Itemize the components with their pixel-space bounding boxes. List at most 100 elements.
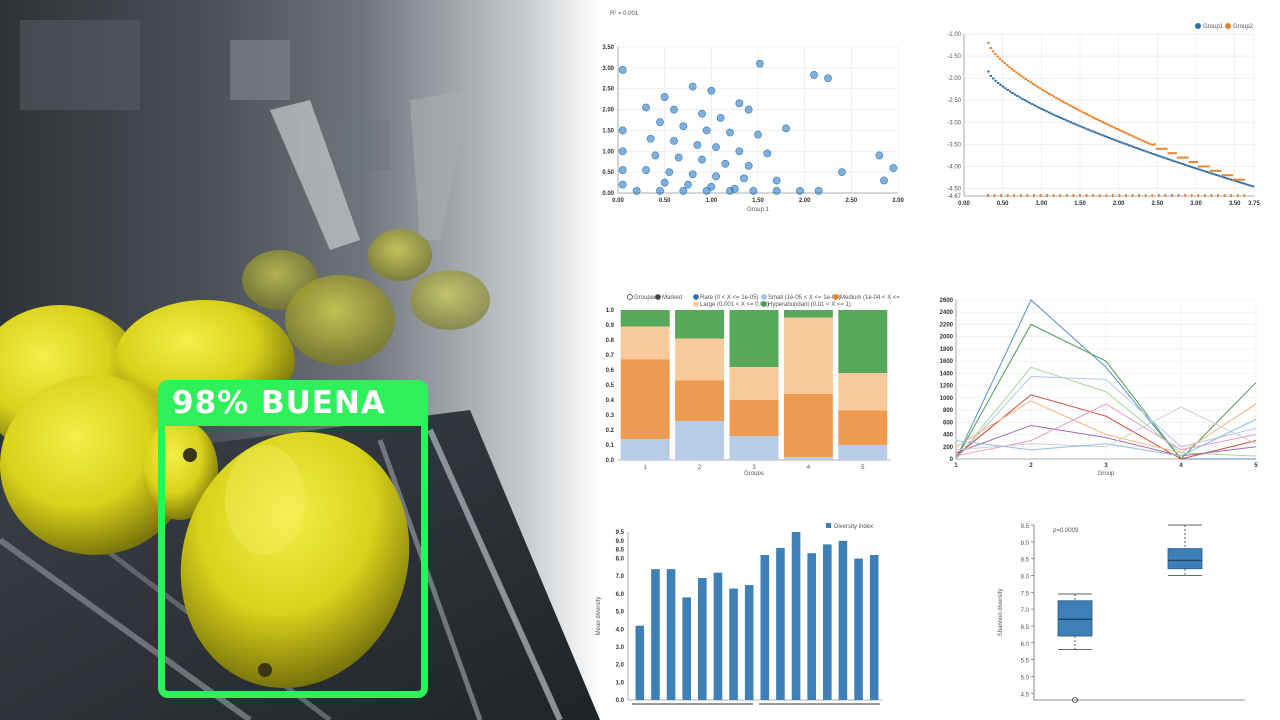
data-point [618, 166, 627, 174]
data-point [1159, 155, 1162, 158]
data-point [1205, 170, 1208, 173]
x-tick-label: 5 [1254, 463, 1258, 469]
data-point [1200, 169, 1204, 172]
data-point [1139, 138, 1142, 141]
series-line [955, 299, 1256, 460]
data-point [1195, 167, 1199, 170]
baseline-point [1039, 194, 1042, 197]
x-tick-label: 2.00 [1113, 201, 1125, 207]
data-point [1208, 171, 1211, 174]
data-point [1224, 177, 1228, 180]
data-point [1200, 165, 1203, 168]
data-point [1030, 103, 1034, 106]
data-point [618, 126, 627, 135]
data-point [1023, 99, 1026, 102]
data-point [1160, 147, 1163, 150]
series-line [955, 366, 1257, 460]
data-point [987, 41, 990, 44]
data-point [1127, 133, 1131, 136]
y-tick-label: 0.8 [606, 338, 615, 344]
bar-segment [838, 373, 888, 411]
data-point [1162, 147, 1166, 150]
y-tick-label: 3.0 [616, 645, 625, 651]
y-tick-label: 0.0 [616, 698, 625, 704]
data-point [1222, 176, 1225, 179]
bar-segment [783, 310, 833, 318]
data-point [651, 151, 660, 160]
data-point [1151, 143, 1154, 146]
x-axis-label: Group 1 [747, 207, 769, 213]
data-point [1041, 88, 1044, 91]
bar [729, 588, 738, 700]
data-point [875, 151, 884, 160]
data-point [1004, 87, 1007, 90]
bar-segment [783, 457, 833, 460]
bar-segment [729, 436, 779, 460]
data-point [1227, 177, 1230, 180]
data-point [763, 149, 772, 158]
data-point [838, 168, 846, 177]
data-point [1059, 117, 1063, 120]
data-point [1134, 136, 1138, 139]
baseline-point [1085, 194, 1088, 197]
data-point [1239, 181, 1242, 184]
data-point [1115, 127, 1119, 130]
data-point [1106, 123, 1110, 126]
bar-segment [838, 310, 888, 373]
data-point [1035, 105, 1039, 108]
data-point [1169, 152, 1173, 155]
data-point [646, 134, 655, 143]
data-point [1228, 174, 1231, 177]
x-axis-label: Group [1098, 471, 1115, 477]
y-tick-label: 0.5 [606, 383, 615, 389]
y-tick-label: 1.0 [606, 308, 615, 314]
data-point [1001, 60, 1004, 63]
y-tick-label: 400 [943, 433, 954, 439]
y-tick-label: 1800 [940, 347, 954, 353]
data-point [994, 53, 997, 56]
data-point [1142, 149, 1145, 152]
data-point [1188, 161, 1191, 164]
legend-label: Diversity index [834, 524, 873, 530]
data-point [1108, 124, 1112, 127]
legend-marker [627, 294, 633, 300]
data-point [1152, 153, 1155, 156]
data-point [670, 136, 678, 145]
x-tick-label: 0.50 [659, 198, 671, 204]
data-point [1137, 147, 1141, 150]
shannon-box-plot: 4.5 5.0 5.5 6.0 6.5 7.0 7.5 8.0 8.5 9.0 9.5 Shannon… [990, 515, 1260, 720]
data-point [987, 70, 990, 73]
data-point [1237, 180, 1240, 183]
bar-segment [783, 317, 833, 394]
data-point [1176, 156, 1180, 159]
baseline-point [1026, 194, 1029, 197]
data-point [1048, 92, 1051, 95]
x-tick-label: 2.50 [845, 198, 857, 204]
bar-segment [838, 445, 888, 460]
data-point [996, 81, 1000, 84]
diversity-bar-chart: Diversity index 0.0 1.0 2.0 3.0 4.0 5.0 6.0 7.0 8… [592, 518, 892, 718]
legend-label: Grouped [634, 295, 657, 301]
data-point [1240, 178, 1243, 181]
y-axis-label: Mean diversity [596, 597, 602, 636]
annotation: R² = 0.001 [610, 11, 639, 17]
data-point [1179, 156, 1182, 159]
data-point [1080, 110, 1084, 113]
y-tick-label: 0.50 [602, 170, 614, 176]
bar [807, 553, 816, 700]
bar [744, 585, 754, 700]
data-point [1164, 157, 1167, 160]
data-point [1052, 95, 1056, 98]
data-point [642, 103, 650, 112]
data-point [1005, 64, 1009, 67]
data-point [1029, 81, 1032, 84]
baseline-point [1020, 194, 1022, 197]
data-point [1022, 76, 1025, 79]
y-tick-label: 9.5 [616, 530, 625, 536]
data-point [1147, 151, 1150, 154]
y-tick-label: 2600 [940, 298, 954, 304]
y-tick-label: -4.50 [947, 186, 961, 192]
data-point [1241, 182, 1245, 185]
y-tick-label: 0.3 [606, 413, 615, 419]
data-point [1072, 122, 1075, 125]
